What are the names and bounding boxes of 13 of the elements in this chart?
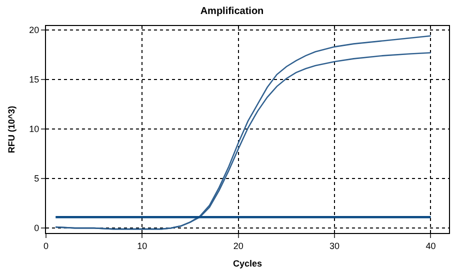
- x-tick-label: 20: [233, 240, 244, 251]
- y-tick-label: 20: [29, 25, 40, 36]
- x-tick-label: 40: [426, 240, 436, 251]
- y-tick-label: 5: [34, 174, 40, 184]
- x-tick-label: 10: [137, 240, 148, 251]
- x-axis-title: Cycles: [232, 258, 262, 269]
- x-tick-label: 30: [330, 240, 340, 251]
- y-tick-label: 15: [29, 74, 40, 85]
- y-axis-title: RFU (10^3): [6, 106, 17, 154]
- x-tick-label: 0: [43, 240, 49, 251]
- chart-title: Amplification: [200, 6, 264, 17]
- y-tick-label: 0: [34, 223, 40, 234]
- y-tick-label: 10: [29, 124, 40, 134]
